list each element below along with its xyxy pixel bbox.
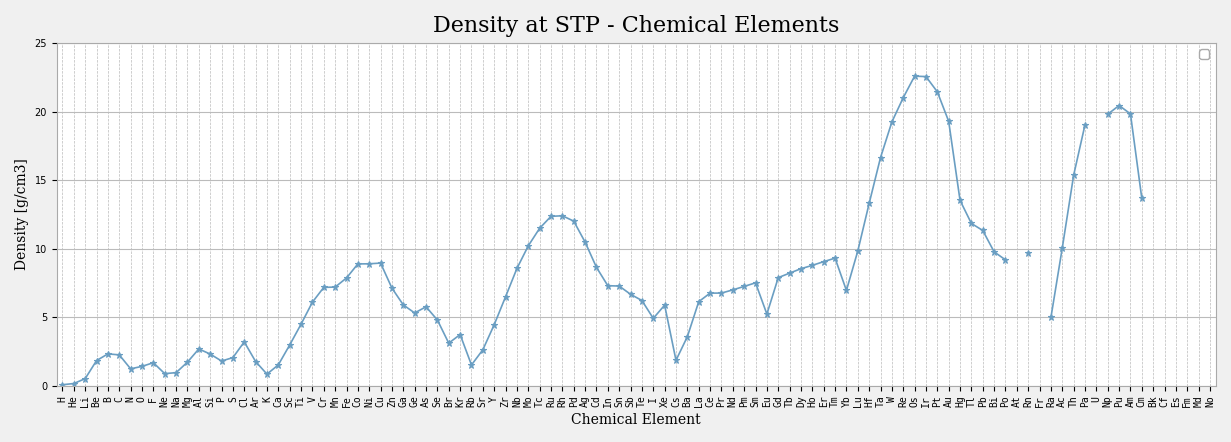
Legend:  xyxy=(1199,50,1209,59)
Title: Density at STP - Chemical Elements: Density at STP - Chemical Elements xyxy=(433,15,840,37)
X-axis label: Chemical Element: Chemical Element xyxy=(571,413,700,427)
Y-axis label: Density [g/cm3]: Density [g/cm3] xyxy=(15,159,30,271)
